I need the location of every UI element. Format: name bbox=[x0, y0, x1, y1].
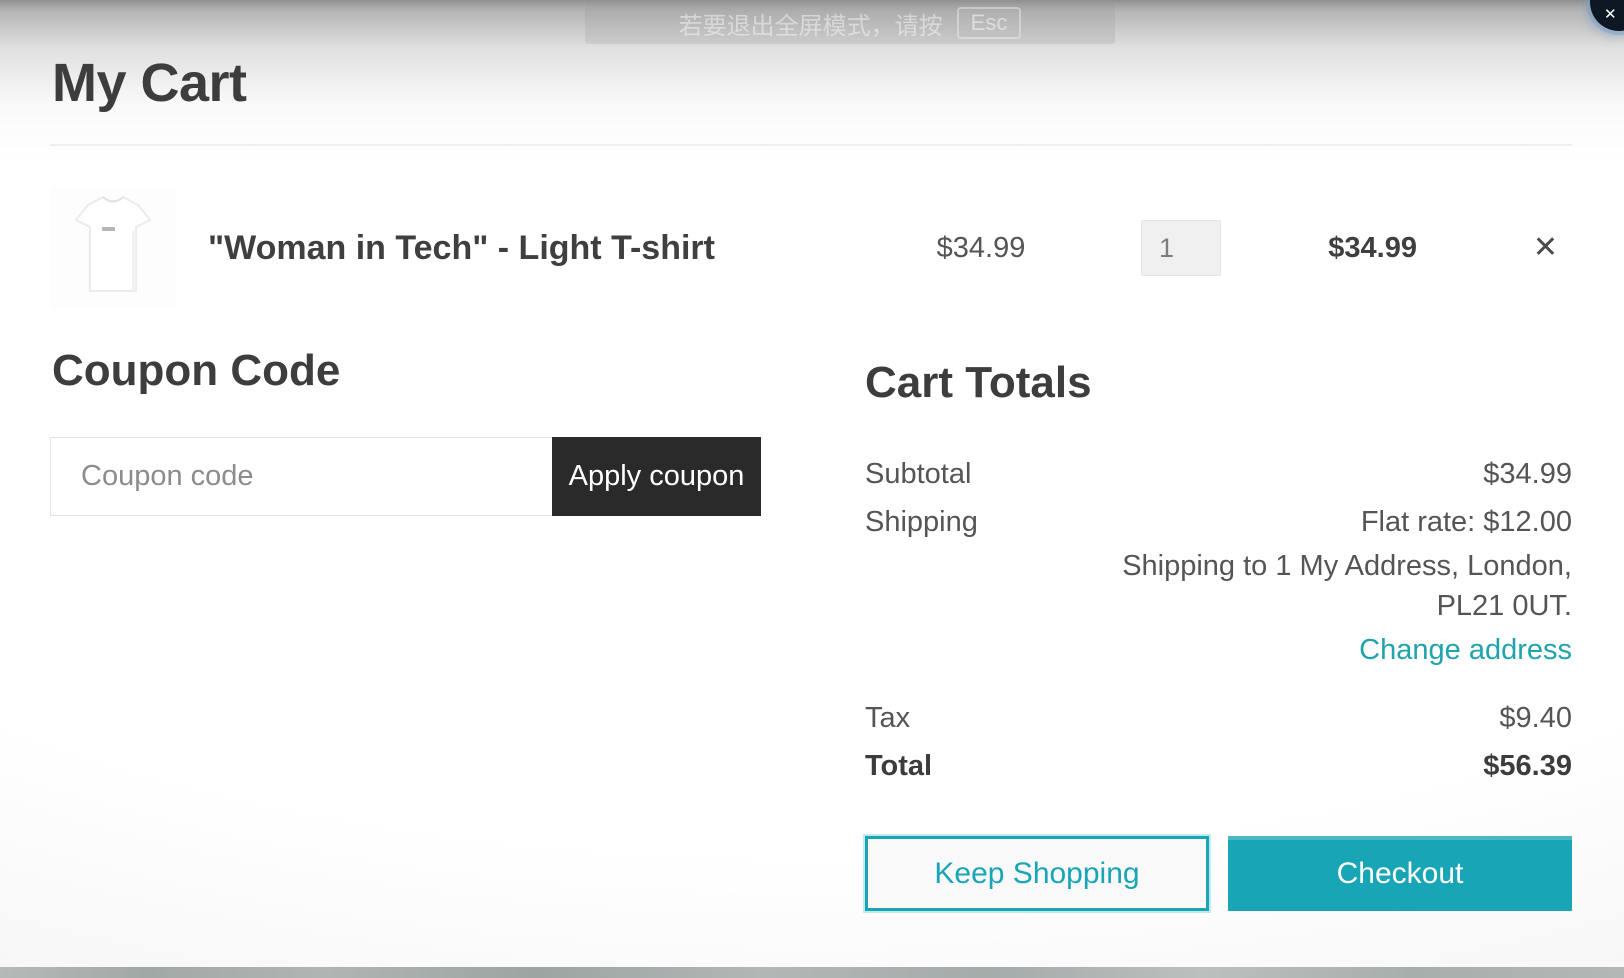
total-row: Total $56.39 bbox=[865, 748, 1572, 784]
remove-item-icon[interactable]: ✕ bbox=[1417, 233, 1574, 263]
shipping-value: Flat rate: $12.00 bbox=[1360, 506, 1572, 538]
subtotal-label: Subtotal bbox=[865, 458, 972, 490]
shipping-row: Shipping Flat rate: $12.00 bbox=[865, 504, 1572, 540]
coupon-code-input[interactable] bbox=[50, 437, 552, 516]
cart-item-row: "Woman in Tech" - Light T-shirt $34.99 $… bbox=[50, 186, 1574, 310]
change-address-link[interactable]: Change address bbox=[1359, 634, 1572, 666]
tax-row: Tax $9.40 bbox=[865, 700, 1572, 736]
shipping-address-line2: PL21 0UT. bbox=[1436, 590, 1572, 622]
corner-close-glyph: ✕ bbox=[1604, 6, 1617, 23]
total-label: Total bbox=[865, 750, 933, 782]
fullscreen-exit-toast: 若要退出全屏模式，请按 Esc bbox=[585, 2, 1115, 44]
subtotal-row: Subtotal $34.99 bbox=[865, 456, 1572, 492]
shipping-address-line1: Shipping to 1 My Address, London, bbox=[1122, 550, 1572, 582]
shipping-address: Shipping to 1 My Address, London, PL21 0… bbox=[865, 546, 1572, 626]
tax-value: $9.40 bbox=[1499, 702, 1572, 734]
divider bbox=[50, 144, 1572, 146]
product-unit-price: $34.99 bbox=[936, 231, 1026, 264]
tshirt-image bbox=[50, 187, 176, 309]
product-image[interactable] bbox=[50, 187, 176, 309]
fullscreen-exit-toast-text: 若要退出全屏模式，请按 bbox=[678, 12, 943, 40]
subtotal-value: $34.99 bbox=[1483, 458, 1572, 490]
coupon-form: Apply coupon bbox=[50, 437, 761, 516]
page-title: My Cart bbox=[52, 53, 247, 113]
tax-label: Tax bbox=[865, 702, 911, 734]
checkout-button[interactable]: Checkout bbox=[1228, 836, 1572, 911]
cart-actions: Keep Shopping Checkout bbox=[865, 836, 1572, 911]
total-value: $56.39 bbox=[1483, 750, 1572, 782]
quantity-input[interactable] bbox=[1141, 220, 1221, 276]
cart-totals-section: Cart Totals Subtotal $34.99 Shipping Fla… bbox=[865, 358, 1572, 911]
apply-coupon-button[interactable]: Apply coupon bbox=[552, 437, 761, 516]
cart-totals-heading: Cart Totals bbox=[865, 358, 1092, 407]
video-progress-bar[interactable] bbox=[0, 967, 1624, 978]
esc-key-badge: Esc bbox=[956, 7, 1022, 39]
product-title[interactable]: "Woman in Tech" - Light T-shirt bbox=[208, 228, 715, 267]
product-line-total: $34.99 bbox=[1328, 231, 1417, 264]
coupon-heading: Coupon Code bbox=[52, 346, 341, 395]
keep-shopping-button[interactable]: Keep Shopping bbox=[865, 836, 1209, 911]
shipping-label: Shipping bbox=[865, 506, 978, 538]
